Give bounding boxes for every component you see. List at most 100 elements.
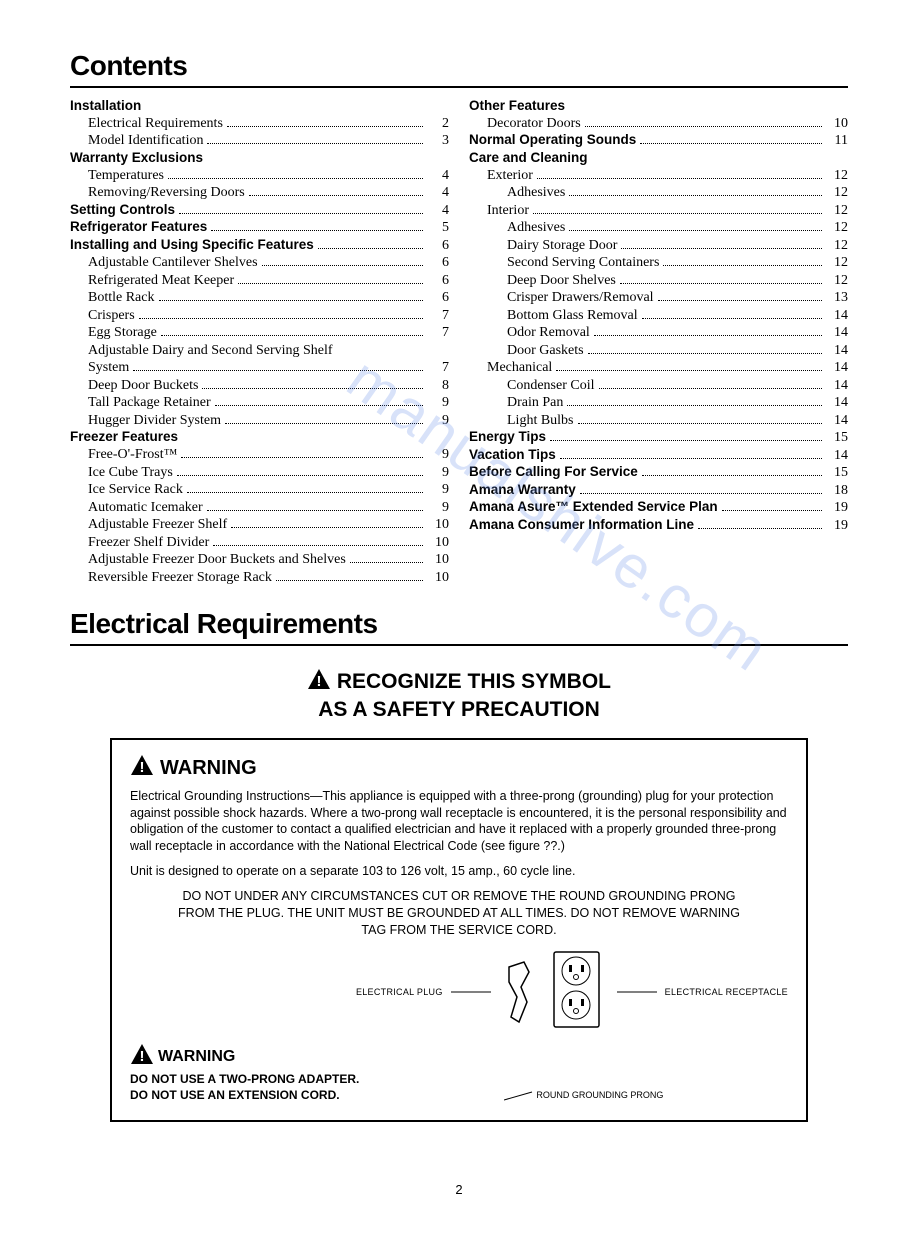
toc-page: 6: [427, 289, 449, 307]
toc-page: 5: [427, 219, 449, 237]
toc-row: Light Bulbs 14: [469, 412, 848, 430]
toc-page: 11: [826, 132, 848, 150]
toc-dots: [227, 126, 423, 127]
toc-row: Before Calling For Service15: [469, 464, 848, 482]
safety-line1: RECOGNIZE THIS SYMBOL: [337, 670, 611, 693]
toc-row: Adhesives12: [469, 184, 848, 202]
toc-label: Adjustable Freezer Door Buckets and Shel…: [88, 551, 346, 569]
toc-page: 10: [427, 534, 449, 552]
toc-row: Model Identification3: [70, 132, 449, 150]
toc-row: Freezer Shelf Divider10: [70, 534, 449, 552]
toc-row: Temperatures 4: [70, 167, 449, 185]
warning-triangle-icon: !: [307, 668, 331, 697]
toc-label: Odor Removal: [507, 324, 590, 342]
toc-dots: [556, 370, 822, 371]
toc-dots: [187, 492, 423, 493]
toc-label: Amana Consumer Information Line: [469, 517, 694, 534]
toc-dots: [177, 475, 423, 476]
toc-label: Ice Cube Trays: [88, 464, 173, 482]
warning-body2: Unit is designed to operate on a separat…: [130, 863, 788, 880]
toc-label: Bottle Rack: [88, 289, 155, 307]
toc-label: Removing/Reversing Doors: [88, 184, 245, 202]
toc-dots: [318, 248, 423, 249]
toc-row: Adjustable Freezer Shelf10: [70, 516, 449, 534]
toc-dots: [211, 230, 423, 231]
toc-label: Tall Package Retainer: [88, 394, 211, 412]
toc-right-column: Other FeaturesDecorator Doors10Normal Op…: [469, 98, 848, 586]
toc-dots: [658, 300, 822, 301]
toc-row: System7: [70, 359, 449, 377]
toc-page: 9: [427, 464, 449, 482]
toc-page: 14: [826, 324, 848, 342]
toc-label: Second Serving Containers: [507, 254, 659, 272]
warning-body1: Electrical Grounding Instructions—This a…: [130, 788, 788, 856]
toc-dots: [231, 527, 423, 528]
toc-page: 6: [427, 237, 449, 255]
toc-page: 12: [826, 202, 848, 220]
toc-dots: [722, 510, 822, 511]
toc-label: Mechanical: [487, 359, 552, 377]
toc-page: 4: [427, 184, 449, 202]
toc-page: 14: [826, 342, 848, 360]
bottom-warning-line1: DO NOT USE A TWO-PRONG ADAPTER.: [130, 1071, 359, 1087]
toc-label: Care and Cleaning: [469, 150, 588, 167]
toc-page: 8: [427, 377, 449, 395]
toc-label: Energy Tips: [469, 429, 546, 446]
toc-label: Egg Storage: [88, 324, 157, 342]
toc-label: Reversible Freezer Storage Rack: [88, 569, 272, 587]
toc-dots: [588, 353, 822, 354]
toc-label: Automatic Icemaker: [88, 499, 203, 517]
toc-page: 4: [427, 167, 449, 185]
toc-page: 4: [427, 202, 449, 220]
warning-title: ! WARNING: [130, 754, 788, 784]
toc-dots: [276, 580, 423, 581]
toc-dots: [621, 248, 822, 249]
toc-label: Warranty Exclusions: [70, 150, 203, 167]
toc-label: Free-O'-Frost™: [88, 446, 177, 464]
svg-text:!: !: [140, 759, 145, 776]
toc-label: Adjustable Freezer Shelf: [88, 516, 227, 534]
toc-page: 12: [826, 237, 848, 255]
toc-label: Other Features: [469, 98, 565, 115]
toc-label: Freezer Features: [70, 429, 178, 446]
toc-label: Adjustable Cantilever Shelves: [88, 254, 258, 272]
toc-label: Installation: [70, 98, 141, 115]
svg-text:!: !: [316, 673, 321, 690]
warning-triangle-icon: !: [130, 1043, 154, 1072]
label-prong: ROUND GROUNDING PRONG: [536, 1090, 663, 1100]
toc-label: Amana Warranty: [469, 482, 576, 499]
toc-dots: [567, 405, 822, 406]
toc-page: 2: [427, 115, 449, 133]
toc-dots: [560, 458, 822, 459]
toc-page: 7: [427, 307, 449, 325]
toc-row: Installing and Using Specific Features6: [70, 237, 449, 255]
toc-dots: [215, 405, 423, 406]
toc-label: Interior: [487, 202, 529, 220]
rule: [70, 644, 848, 646]
toc-page: 14: [826, 412, 848, 430]
toc-page: 10: [826, 115, 848, 133]
toc-row: Adjustable Dairy and Second Serving Shel…: [70, 342, 449, 360]
toc-label: Vacation Tips: [469, 447, 556, 464]
label-receptacle: ELECTRICAL RECEPTACLE: [665, 986, 788, 998]
toc-label: Drain Pan: [507, 394, 563, 412]
toc-label: Door Gaskets: [507, 342, 584, 360]
toc-row: Adjustable Cantilever Shelves6: [70, 254, 449, 272]
toc-label: Refrigerated Meat Keeper: [88, 272, 234, 290]
toc-label: Temperatures: [88, 167, 164, 185]
toc-label: System: [88, 359, 129, 377]
toc-row: Egg Storage7: [70, 324, 449, 342]
toc-label: Adhesives: [507, 219, 565, 237]
toc-page: 9: [427, 446, 449, 464]
toc-label: Condenser Coil: [507, 377, 595, 395]
toc-page: 12: [826, 272, 848, 290]
safety-heading: ! RECOGNIZE THIS SYMBOL AS A SAFETY PREC…: [70, 668, 848, 724]
toc-row: Second Serving Containers12: [469, 254, 848, 272]
toc-row: Other Features: [469, 98, 848, 115]
toc-dots: [350, 562, 423, 563]
plug-diagram: ELECTRICAL PLUG ELECTRICAL RECEPTACLE: [130, 947, 788, 1037]
toc-page: 14: [826, 307, 848, 325]
toc-label: Light Bulbs: [507, 412, 574, 430]
toc-label: Model Identification: [88, 132, 203, 150]
contents-heading: Contents: [70, 50, 848, 82]
